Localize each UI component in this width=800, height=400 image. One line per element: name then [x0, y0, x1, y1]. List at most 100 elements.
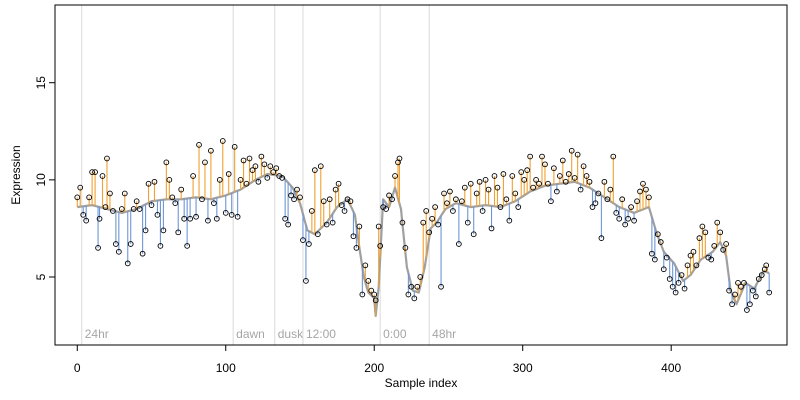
data-point — [678, 272, 685, 278]
phase-label: 12:00 — [306, 327, 336, 341]
data-point — [447, 188, 453, 195]
data-point — [521, 177, 528, 183]
data-point — [494, 184, 501, 191]
data-point — [288, 192, 294, 199]
data-point — [402, 245, 409, 251]
data-point — [362, 262, 369, 269]
data-point — [458, 198, 465, 205]
data-point — [96, 215, 103, 222]
data-point — [365, 278, 372, 284]
data-point — [375, 223, 382, 230]
data-point — [139, 250, 146, 257]
data-point — [758, 272, 765, 278]
data-point — [199, 196, 205, 203]
data-point — [660, 266, 667, 273]
data-point — [461, 184, 468, 191]
data-point — [92, 169, 98, 175]
data-point — [473, 190, 480, 197]
data-point — [542, 161, 548, 168]
data-point — [491, 173, 498, 179]
x-tick-label: 100 — [216, 361, 236, 375]
data-point — [524, 167, 531, 173]
data-point — [652, 256, 658, 263]
data-point — [172, 200, 179, 207]
data-point — [527, 153, 533, 160]
data-point — [506, 217, 513, 224]
data-point — [441, 190, 447, 197]
x-tick-label: 400 — [661, 361, 681, 375]
data-point — [470, 231, 477, 238]
phase-markers: 24hr dawn dusk 12:00 0:00 48hr — [81, 5, 456, 345]
data-point — [717, 229, 724, 236]
data-point — [341, 208, 348, 214]
data-point — [616, 215, 623, 222]
data-point — [323, 221, 330, 228]
data-point — [515, 204, 522, 210]
y-axis-label: Expression — [9, 145, 23, 204]
data-point — [530, 184, 536, 191]
data-point — [225, 171, 232, 177]
data-point — [568, 147, 575, 154]
data-point — [696, 235, 703, 241]
data-point — [729, 301, 735, 308]
data-point — [326, 196, 333, 203]
data-point — [726, 287, 732, 294]
data-point — [178, 186, 185, 193]
data-point — [619, 196, 626, 203]
data-point — [556, 173, 563, 179]
data-point — [356, 223, 363, 230]
data-point — [741, 279, 747, 286]
data-point — [255, 178, 262, 185]
data-point — [640, 180, 646, 187]
data-point — [300, 237, 306, 243]
x-tick-label: 300 — [513, 361, 533, 375]
data-point — [359, 291, 366, 298]
data-point — [145, 180, 152, 187]
data-point — [711, 243, 718, 249]
data-point — [589, 204, 596, 210]
data-point — [554, 188, 560, 195]
data-point — [500, 171, 507, 177]
data-point — [405, 291, 412, 298]
data-point — [592, 200, 599, 207]
data-point — [249, 167, 256, 173]
data-point — [536, 180, 542, 187]
data-point — [693, 262, 700, 269]
data-point — [285, 221, 291, 228]
data-point — [181, 215, 188, 222]
data-point — [83, 217, 90, 224]
data-point — [464, 219, 471, 226]
data-point — [309, 208, 315, 214]
data-point — [747, 301, 753, 308]
data-point — [148, 202, 155, 208]
data-point — [631, 217, 637, 224]
data-point — [297, 194, 303, 201]
data-point — [154, 211, 161, 218]
plot-frame — [54, 4, 788, 346]
data-point — [243, 180, 250, 187]
phase-label: 48hr — [432, 327, 456, 341]
data-point — [208, 147, 214, 154]
data-point — [456, 241, 462, 247]
data-point — [270, 169, 277, 175]
data-point — [411, 295, 418, 302]
data-point — [571, 175, 578, 181]
data-point — [184, 243, 190, 249]
data-point — [533, 177, 539, 183]
data-point — [735, 279, 741, 286]
data-point — [77, 184, 84, 191]
data-point — [163, 159, 170, 166]
data-point — [562, 178, 569, 185]
data-point — [311, 167, 318, 173]
data-point — [317, 163, 324, 170]
data-point — [80, 211, 87, 218]
data-point — [684, 262, 691, 269]
y-tick-label: 10 — [34, 173, 48, 187]
data-point — [687, 252, 694, 259]
data-point — [166, 177, 173, 183]
data-point — [518, 169, 525, 175]
data-point — [601, 178, 608, 185]
data-point — [258, 153, 265, 160]
data-point — [211, 200, 217, 207]
data-point — [95, 245, 101, 251]
